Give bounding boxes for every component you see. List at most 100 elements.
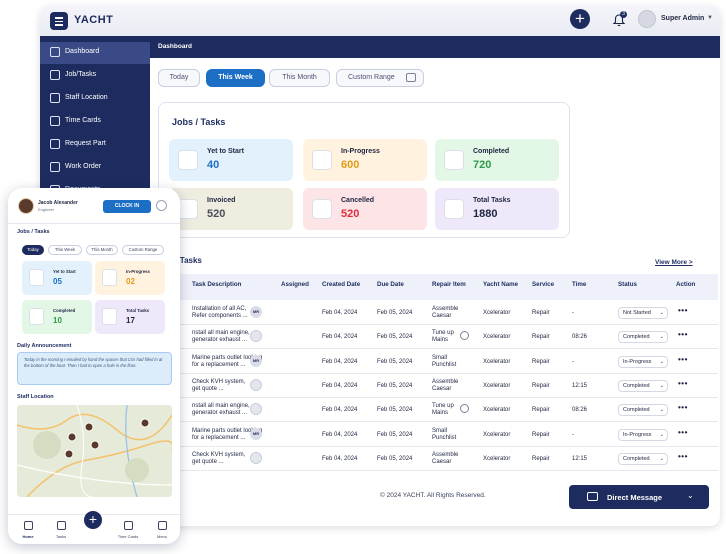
tab-today[interactable]: Today [158, 69, 200, 87]
clock-icon[interactable] [460, 331, 469, 341]
th-task-description: Task Description [192, 281, 242, 288]
status-dropdown[interactable]: Not Started ⌄ [618, 307, 668, 319]
service: Repair [532, 382, 550, 389]
chevron-down-icon: ⌄ [659, 358, 664, 365]
more-actions-icon[interactable]: ••• [678, 306, 688, 315]
status-dropdown[interactable]: Completed ⌄ [618, 404, 668, 417]
stat-card[interactable]: Cancelled 520 [303, 188, 427, 230]
task-description-line2: generator exhaust ... [192, 410, 248, 417]
table-row[interactable]: Check KVH system, get quote ... Feb 04, 20… [178, 447, 718, 471]
more-actions-icon[interactable]: ••• [678, 354, 688, 364]
mobile-tab-custom-range[interactable]: Custom Range [122, 245, 164, 255]
created-date: Feb 04, 2024 [322, 358, 358, 365]
clock-in-button[interactable]: CLOCK IN [103, 200, 151, 213]
assignee-avatar[interactable] [250, 378, 262, 391]
assignee-avatar[interactable] [250, 451, 262, 464]
mobile-add-button[interactable]: + [84, 511, 102, 529]
stat-card[interactable]: Invoiced 520 [169, 188, 293, 230]
stat-card[interactable]: In-Progress 600 [303, 139, 427, 181]
sidebar-item[interactable]: Staff Location [40, 88, 150, 110]
recent-tasks-title: nt Tasks [170, 256, 202, 265]
status-dropdown[interactable]: In-Progress ⌄ [618, 355, 668, 368]
hamburger-menu-icon[interactable] [50, 12, 68, 30]
created-date: Feb 04, 2024 [322, 407, 358, 414]
nav-tasks[interactable]: Tasks [44, 515, 78, 544]
mobile-stat-card[interactable]: Completed 10 [22, 300, 92, 334]
user-name[interactable]: Super Admin [661, 15, 705, 22]
assignee-initials[interactable]: MR [250, 427, 262, 440]
more-actions-icon[interactable]: ••• [678, 451, 688, 461]
mobile-tab-this-week[interactable]: This Week [48, 245, 82, 255]
tab-custom-range[interactable]: Custom Range [336, 69, 424, 87]
assignee-avatar[interactable] [250, 330, 262, 343]
mobile-tab-today[interactable]: Today [22, 245, 44, 255]
mobile-stat-label: Total Tasks [126, 308, 150, 313]
table-row[interactable]: Marine parts outlet looking for a replace… [178, 350, 718, 374]
sidebar-item[interactable]: Job/Tasks [40, 65, 150, 87]
caret-down-icon[interactable]: ▼ [707, 15, 713, 21]
mobile-stat-value: 10 [53, 316, 62, 325]
chevron-down-icon[interactable]: ⌄ [687, 491, 694, 500]
mobile-stat-card[interactable]: In-Progress 02 [95, 261, 165, 295]
mobile-jobs-title: Jobs / Tasks [17, 229, 50, 235]
mobile-avatar[interactable] [18, 198, 34, 214]
direct-message-button[interactable]: Direct Message ⌄ [569, 485, 709, 509]
more-actions-icon[interactable]: ••• [678, 378, 688, 388]
stat-card[interactable]: Completed 720 [435, 139, 559, 181]
more-actions-icon[interactable]: ••• [678, 330, 688, 340]
custom-range-label: Custom Range [348, 74, 395, 81]
status-value: Completed [623, 382, 650, 389]
table-row[interactable]: nstall all main engine, generator exhaust… [178, 325, 718, 350]
staff-location-map[interactable] [17, 405, 172, 497]
sidebar-item[interactable]: Time Cards [40, 111, 150, 133]
status-dropdown[interactable]: Completed ⌄ [618, 331, 668, 344]
table-row[interactable]: Check KVH system, get quote ... Feb 04, 20… [178, 374, 718, 398]
stat-card[interactable]: Yet to Start 40 [169, 139, 293, 181]
table-row[interactable]: nstall all main engine, generator exhaust… [178, 398, 718, 423]
time: 12:15 [572, 382, 588, 389]
status-value: Completed [623, 334, 650, 341]
mobile-stat-label: Completed [53, 308, 76, 313]
time: 08:26 [572, 407, 588, 414]
mobile-stat-card[interactable]: Yet to Start 05 [22, 261, 92, 295]
sidebar-item[interactable]: Dashboard [40, 42, 150, 64]
user-avatar[interactable] [638, 10, 656, 28]
status-dropdown[interactable]: Completed ⌄ [618, 379, 668, 392]
mobile-bell-icon[interactable] [156, 200, 167, 211]
sidebar-item[interactable]: Work Order [40, 157, 150, 179]
more-actions-icon[interactable]: ••• [678, 403, 688, 413]
map-graphic [17, 405, 172, 497]
status-dropdown[interactable]: In-Progress ⌄ [618, 428, 668, 441]
assignee-avatar[interactable] [250, 403, 262, 416]
status-dropdown[interactable]: Completed ⌄ [618, 452, 668, 465]
mobile-tab-this-month[interactable]: This Month [86, 245, 118, 255]
cart-icon [50, 139, 60, 149]
service: Repair [532, 310, 550, 316]
yacht-name: Xcelerator [483, 382, 511, 389]
add-plus-button[interactable]: + [570, 9, 590, 29]
created-date: Feb 04, 2024 [322, 455, 358, 462]
more-actions-icon[interactable]: ••• [678, 427, 688, 437]
nav-time-cards[interactable]: Time Cards [111, 515, 145, 544]
clock-icon[interactable] [460, 404, 469, 414]
sidebar-item[interactable]: Request Part [40, 134, 150, 156]
assignee-initials[interactable]: MR [250, 354, 262, 367]
tab-this-week[interactable]: This Week [206, 69, 265, 87]
mobile-stat-card[interactable]: Total Tasks 17 [95, 300, 165, 334]
nav-menu[interactable]: Menu [145, 515, 179, 544]
view-more-link[interactable]: View More > [655, 259, 693, 266]
table-row[interactable]: Marine parts outlet looking for a replace… [178, 423, 718, 447]
tab-this-month[interactable]: This Month [269, 69, 330, 87]
time: - [572, 310, 574, 316]
table-row[interactable]: Installation of all AC, Refer components … [178, 301, 718, 325]
nav-home[interactable]: Home [11, 515, 45, 544]
repair-item-line2: Caesar [432, 313, 452, 319]
task-description-line2: generator exhaust ... [192, 337, 248, 344]
breadcrumb-bar: Dashboard [150, 36, 720, 58]
task-description-line1: nstall all main engine, [192, 330, 250, 337]
clipboard-icon [178, 150, 198, 170]
assignee-initials[interactable]: MR [250, 306, 262, 318]
stat-card[interactable]: Total Tasks 1880 [435, 188, 559, 230]
due-date: Feb 05, 2024 [377, 455, 413, 462]
